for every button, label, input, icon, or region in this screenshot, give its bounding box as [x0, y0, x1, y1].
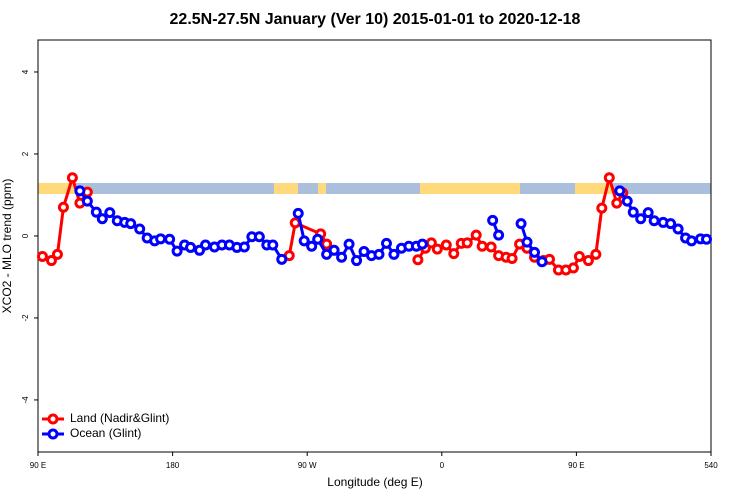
series-line: [519, 223, 544, 263]
data-point: [57, 201, 69, 213]
data-point: [506, 253, 518, 265]
legend-label: Ocean (Glint): [70, 426, 141, 440]
land-strip: [38, 183, 76, 194]
data-point: [36, 250, 48, 262]
data-point: [298, 235, 310, 247]
chart-title: 22.5N-27.5N January (Ver 10) 2015-01-01 …: [170, 11, 581, 28]
data-point: [185, 241, 197, 253]
data-point: [388, 248, 400, 260]
data-point: [596, 202, 608, 214]
y-tick-label: -2: [21, 314, 30, 322]
x-tick-label: 90 E: [30, 461, 46, 470]
data-point: [603, 172, 615, 184]
legend-label: Land (Nadir&Glint): [70, 411, 169, 425]
data-point: [171, 245, 183, 257]
x-tick-label: 90 E: [568, 461, 584, 470]
data-point: [373, 248, 385, 260]
data-point: [74, 185, 86, 197]
data-point: [267, 239, 279, 251]
y-axis-label: XCO2 - MLO trend (ppm): [0, 179, 14, 314]
data-point: [51, 248, 63, 260]
data-point: [470, 229, 482, 241]
data-point: [701, 233, 713, 245]
data-point: [253, 231, 265, 243]
land-strip: [318, 183, 326, 194]
data-point: [96, 213, 108, 225]
data-point: [621, 195, 633, 207]
data-point: [529, 246, 541, 258]
data-point: [351, 255, 363, 267]
data-point: [672, 223, 684, 235]
data-point: [515, 218, 527, 230]
y-tick-label: 4: [21, 69, 30, 74]
x-axis-label: Longitude (deg E): [327, 475, 422, 489]
x-tick-label: 90 W: [298, 461, 317, 470]
data-point: [431, 243, 443, 255]
series-line: [287, 220, 328, 256]
data-point: [321, 238, 333, 250]
data-point: [289, 217, 301, 229]
x-tick-label: 180: [166, 461, 180, 470]
data-point: [582, 255, 594, 267]
data-point: [648, 215, 660, 227]
legend-marker: [47, 428, 59, 440]
x-tick-label: 0: [440, 461, 445, 470]
data-point: [521, 236, 533, 248]
data-point: [292, 207, 304, 219]
data-point: [276, 253, 288, 265]
data-point: [448, 248, 460, 260]
data-point: [573, 250, 585, 262]
y-tick-label: 0: [21, 233, 30, 238]
data-point: [686, 235, 698, 247]
data-point: [104, 207, 116, 219]
data-point: [125, 218, 137, 230]
data-point: [412, 254, 424, 266]
data-point: [635, 213, 647, 225]
data-point: [81, 195, 93, 207]
land-strip: [274, 183, 298, 194]
data-point: [461, 237, 473, 249]
data-point: [642, 207, 654, 219]
data-point: [487, 214, 499, 226]
data-point: [312, 233, 324, 245]
data-point: [416, 238, 428, 250]
data-point: [611, 197, 623, 209]
data-point: [343, 238, 355, 250]
y-tick-label: 2: [21, 151, 30, 156]
data-point: [485, 241, 497, 253]
data-point: [476, 240, 488, 252]
data-point: [590, 248, 602, 260]
data-point: [328, 244, 340, 256]
y-tick-label: -4: [21, 396, 30, 404]
data-point: [440, 239, 452, 251]
ocean-strip: [38, 183, 711, 194]
data-point: [238, 241, 250, 253]
data-point: [164, 233, 176, 245]
x-tick-label: 540: [704, 461, 718, 470]
plot-frame: [37, 39, 712, 453]
data-point: [66, 172, 78, 184]
data-point: [155, 233, 167, 245]
data-point: [134, 223, 146, 235]
data-point: [614, 185, 626, 197]
legend-marker: [47, 413, 59, 425]
data-point: [90, 206, 102, 218]
data-point: [567, 262, 579, 274]
map-strip: [38, 183, 711, 194]
data-point: [336, 251, 348, 263]
land-strip: [575, 183, 613, 194]
data-point: [45, 255, 57, 267]
data-point: [380, 237, 392, 249]
data-point: [665, 218, 677, 230]
land-strip: [420, 183, 520, 194]
data-point: [200, 239, 212, 251]
data-point: [627, 206, 639, 218]
data-point: [493, 229, 505, 241]
data-point: [306, 240, 318, 252]
data-point: [536, 256, 548, 268]
